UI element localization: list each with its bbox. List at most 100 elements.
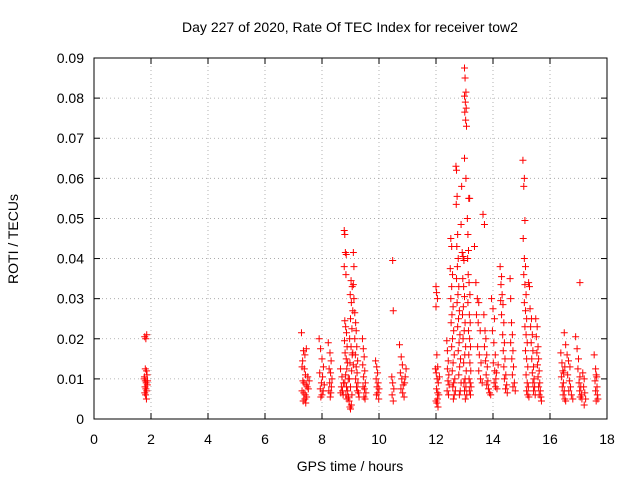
data-point: [347, 299, 355, 307]
data-point: [521, 307, 529, 315]
data-point: [372, 375, 380, 383]
data-point: [481, 327, 489, 335]
data-point: [316, 369, 324, 377]
data-point: [520, 255, 528, 263]
data-point: [473, 295, 481, 303]
data-point: [375, 395, 383, 403]
data-point: [327, 389, 335, 397]
data-point: [354, 389, 362, 397]
data-point: [324, 339, 332, 347]
data-point: [520, 182, 528, 190]
data-point: [528, 331, 536, 339]
data-point: [465, 279, 473, 287]
data-point: [464, 271, 472, 279]
data-point: [490, 379, 498, 387]
data-point: [462, 88, 470, 96]
data-point: [433, 351, 441, 359]
data-point: [576, 387, 584, 395]
x-tick-label: 16: [542, 431, 558, 447]
data-point: [448, 367, 456, 375]
data-point: [454, 347, 462, 355]
data-point: [503, 389, 511, 397]
data-point: [503, 381, 511, 389]
data-point: [532, 333, 540, 341]
data-point: [350, 295, 358, 303]
data-point: [461, 108, 469, 116]
data-point: [443, 337, 451, 345]
data-point: [358, 335, 366, 343]
x-tick-label: 8: [318, 431, 326, 447]
data-point: [500, 375, 508, 383]
data-point: [484, 385, 492, 393]
data-point: [535, 355, 543, 363]
x-tick-label: 4: [204, 431, 212, 447]
data-point: [529, 387, 537, 395]
data-point: [142, 395, 150, 403]
data-point: [490, 315, 498, 323]
data-point: [354, 357, 362, 365]
data-point: [389, 307, 397, 315]
x-tick-label: 6: [261, 431, 269, 447]
data-point: [537, 397, 545, 405]
data-point: [453, 192, 461, 200]
data-point: [457, 220, 465, 228]
data-point: [489, 359, 497, 367]
data-point: [434, 379, 442, 387]
data-point: [317, 345, 325, 353]
data-point: [522, 371, 530, 379]
data-point: [388, 373, 396, 381]
data-point: [360, 353, 368, 361]
data-point: [478, 379, 486, 387]
data-point: [464, 299, 472, 307]
x-tick-labels: 0 2 4 6 8 10 12 14 16 18: [90, 431, 615, 447]
data-point: [521, 281, 529, 289]
data-point: [472, 279, 480, 287]
data-point: [372, 391, 380, 399]
data-point: [493, 385, 501, 393]
data-point: [444, 357, 452, 365]
data-point: [510, 363, 518, 371]
data-point: [576, 373, 584, 381]
data-point: [580, 375, 588, 383]
data-point: [461, 74, 469, 82]
data-point: [352, 319, 360, 327]
data-point: [389, 379, 397, 387]
data-point: [346, 291, 354, 299]
data-point: [467, 367, 475, 375]
data-point: [533, 323, 541, 331]
data-point: [462, 104, 470, 112]
data-point: [497, 297, 505, 305]
data-point: [351, 335, 359, 343]
data-point: [342, 271, 350, 279]
data-point: [340, 263, 348, 271]
data-point: [509, 383, 517, 391]
data-point: [508, 319, 516, 327]
data-point: [521, 347, 529, 355]
data-point: [461, 293, 468, 301]
data-point: [459, 275, 467, 283]
data-point: [351, 351, 359, 359]
data-point: [389, 257, 397, 265]
data-point: [449, 271, 457, 279]
data-point: [452, 162, 460, 170]
data-point: [328, 375, 336, 383]
data-point: [360, 373, 368, 381]
data-point: [455, 315, 463, 323]
y-tick-label: 0.05: [57, 210, 84, 226]
data-point: [397, 353, 405, 361]
data-point: [525, 393, 533, 401]
data-point: [525, 283, 533, 291]
data-point: [529, 379, 537, 387]
data-point: [142, 335, 150, 343]
data-point: [361, 367, 369, 375]
data-point: [494, 361, 502, 369]
data-point: [525, 279, 533, 287]
data-point: [449, 395, 457, 403]
data-point: [326, 393, 334, 401]
data-point: [500, 339, 508, 347]
data-point: [375, 385, 383, 393]
data-point: [143, 331, 151, 339]
data-point: [562, 397, 570, 405]
data-point: [510, 379, 518, 387]
